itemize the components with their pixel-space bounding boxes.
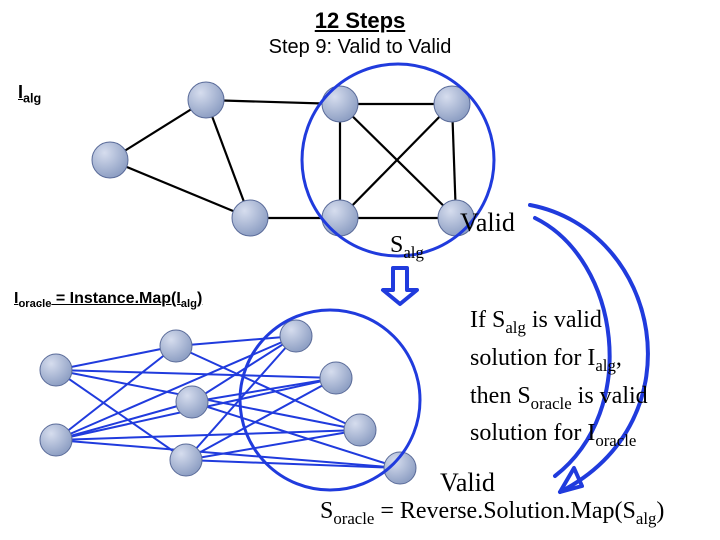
label-valid-bottom: Valid [440, 468, 495, 498]
validity-paragraph: If Salg is valid solution for Ialg, then… [470, 305, 648, 456]
diagram-canvas [0, 0, 720, 540]
label-s-oracle-eq: Soracle = Reverse.Solution.Map(Salg) [320, 498, 664, 529]
label-valid-top: Valid [460, 208, 515, 238]
label-i-oracle-eq: Ioracle = Instance.Map(Ialg) [14, 290, 202, 310]
label-s-alg: Salg [390, 232, 424, 263]
label-i-alg: Ialg [18, 82, 41, 106]
